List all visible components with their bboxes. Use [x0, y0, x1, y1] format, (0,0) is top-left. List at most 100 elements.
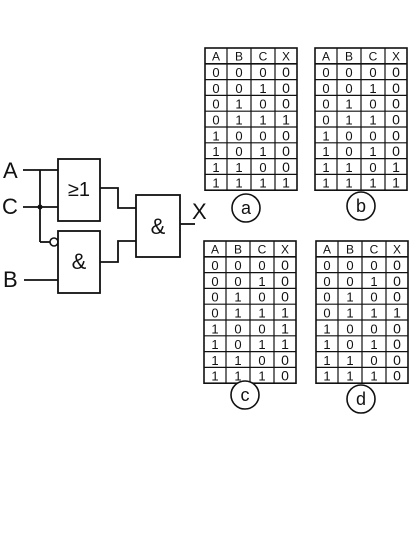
table-cell: 1 [282, 112, 290, 128]
table-cell: 1 [370, 306, 377, 321]
table-cell: 1 [370, 369, 377, 384]
table-cell: 0 [282, 143, 290, 159]
table-header-cell: C [258, 242, 267, 256]
table-cell: 0 [323, 258, 330, 273]
table-cell: 0 [211, 306, 218, 321]
table-cell: 0 [322, 97, 329, 112]
table-cell: 0 [211, 274, 218, 289]
table-cell: 1 [392, 175, 400, 191]
table-cell: 1 [393, 305, 401, 321]
table-cell: 1 [212, 128, 219, 143]
table-header-cell: A [212, 49, 220, 63]
table-cell: 0 [346, 274, 353, 289]
table-cell: 0 [346, 258, 353, 273]
table-cell: 0 [346, 321, 353, 336]
table-cell: 1 [345, 176, 352, 191]
table-cell: 0 [281, 352, 289, 368]
junction-dot [37, 204, 43, 210]
table-cell: 1 [258, 369, 265, 384]
table-cell: 1 [258, 306, 265, 321]
table-cell: 0 [345, 65, 352, 80]
table-header-cell: X [281, 242, 289, 256]
table-cell: 1 [346, 306, 353, 321]
table-cell: 1 [212, 144, 219, 159]
table-cell: 0 [369, 160, 376, 175]
table-cell: 1 [281, 336, 289, 352]
table-cell: 0 [323, 274, 330, 289]
table-cell: 0 [212, 97, 219, 112]
table-cell: 0 [258, 353, 265, 368]
table-cell: 0 [258, 258, 265, 273]
table-cell: 1 [211, 321, 218, 336]
table-cell: 0 [281, 273, 289, 289]
and-gate-input-symbol: & [72, 249, 87, 274]
table-cell: 0 [258, 290, 265, 305]
table-cell: 0 [234, 274, 241, 289]
table-cell: 0 [345, 128, 352, 143]
option-label: a [241, 198, 252, 218]
table-cell: 0 [392, 112, 400, 128]
table-cell: 1 [235, 97, 242, 112]
table-cell: 1 [322, 144, 329, 159]
table-header-cell: B [235, 49, 243, 63]
table-header-cell: C [369, 49, 378, 63]
table-cell: 1 [211, 369, 218, 384]
table-cell: 0 [392, 64, 400, 80]
table-cell: 0 [211, 290, 218, 305]
table-cell: 1 [212, 176, 219, 191]
output-label-x: X [192, 199, 207, 224]
table-cell: 1 [211, 353, 218, 368]
table-header-cell: B [345, 49, 353, 63]
table-cell: 0 [370, 353, 377, 368]
and-gate-input [57, 230, 101, 294]
table-cell: 1 [235, 160, 242, 175]
table-cell: 1 [323, 337, 330, 352]
table-header-cell: X [393, 242, 401, 256]
table-cell: 1 [392, 159, 400, 175]
table-cell: 1 [369, 176, 376, 191]
table-cell: 1 [370, 337, 377, 352]
table-cell: 0 [281, 368, 289, 384]
table-cell: 1 [259, 176, 266, 191]
table-cell: 1 [259, 144, 266, 159]
table-cell: 0 [282, 80, 290, 96]
table-header-cell: C [259, 49, 268, 63]
table-cell: 0 [392, 127, 400, 143]
table-cell: 1 [322, 160, 329, 175]
table-cell: 0 [234, 337, 241, 352]
table-cell: 1 [345, 160, 352, 175]
and-gate-output [135, 194, 181, 258]
table-cell: 0 [369, 65, 376, 80]
option-label: c [241, 385, 250, 405]
table-cell: 1 [323, 369, 330, 384]
table-cell: 1 [345, 113, 352, 128]
table-header-cell: A [322, 49, 330, 63]
table-cell: 1 [259, 113, 266, 128]
table-cell: 0 [370, 258, 377, 273]
table-cell: 1 [234, 369, 241, 384]
table-cell: 0 [345, 81, 352, 96]
table-cell: 1 [323, 353, 330, 368]
table-cell: 0 [322, 113, 329, 128]
table-cell: 0 [392, 143, 400, 159]
table-cell: 1 [345, 97, 352, 112]
table-cell: 0 [393, 257, 401, 273]
and-gate-output-symbol: & [151, 214, 166, 239]
table-header-cell: X [282, 49, 290, 63]
table-cell: 0 [235, 81, 242, 96]
table-cell: 0 [323, 306, 330, 321]
table-cell: 1 [322, 176, 329, 191]
option-label: d [356, 389, 366, 409]
table-header-cell: A [211, 242, 219, 256]
input-label-a: A [3, 158, 18, 183]
table-cell: 1 [282, 175, 290, 191]
table-cell: 1 [234, 353, 241, 368]
table-cell: 1 [346, 290, 353, 305]
truth-table-b: A B C X0 0 0 00 0 1 00 1 0 00 1 1 01 0 0 01 0 1 01 1 0 11 1 1 1b [314, 47, 408, 221]
table-cell: 1 [211, 337, 218, 352]
option-circle [346, 191, 376, 221]
table-cell: 0 [234, 321, 241, 336]
table-header-cell: B [234, 242, 242, 256]
table-cell: 1 [258, 274, 265, 289]
table-cell: 0 [259, 97, 266, 112]
